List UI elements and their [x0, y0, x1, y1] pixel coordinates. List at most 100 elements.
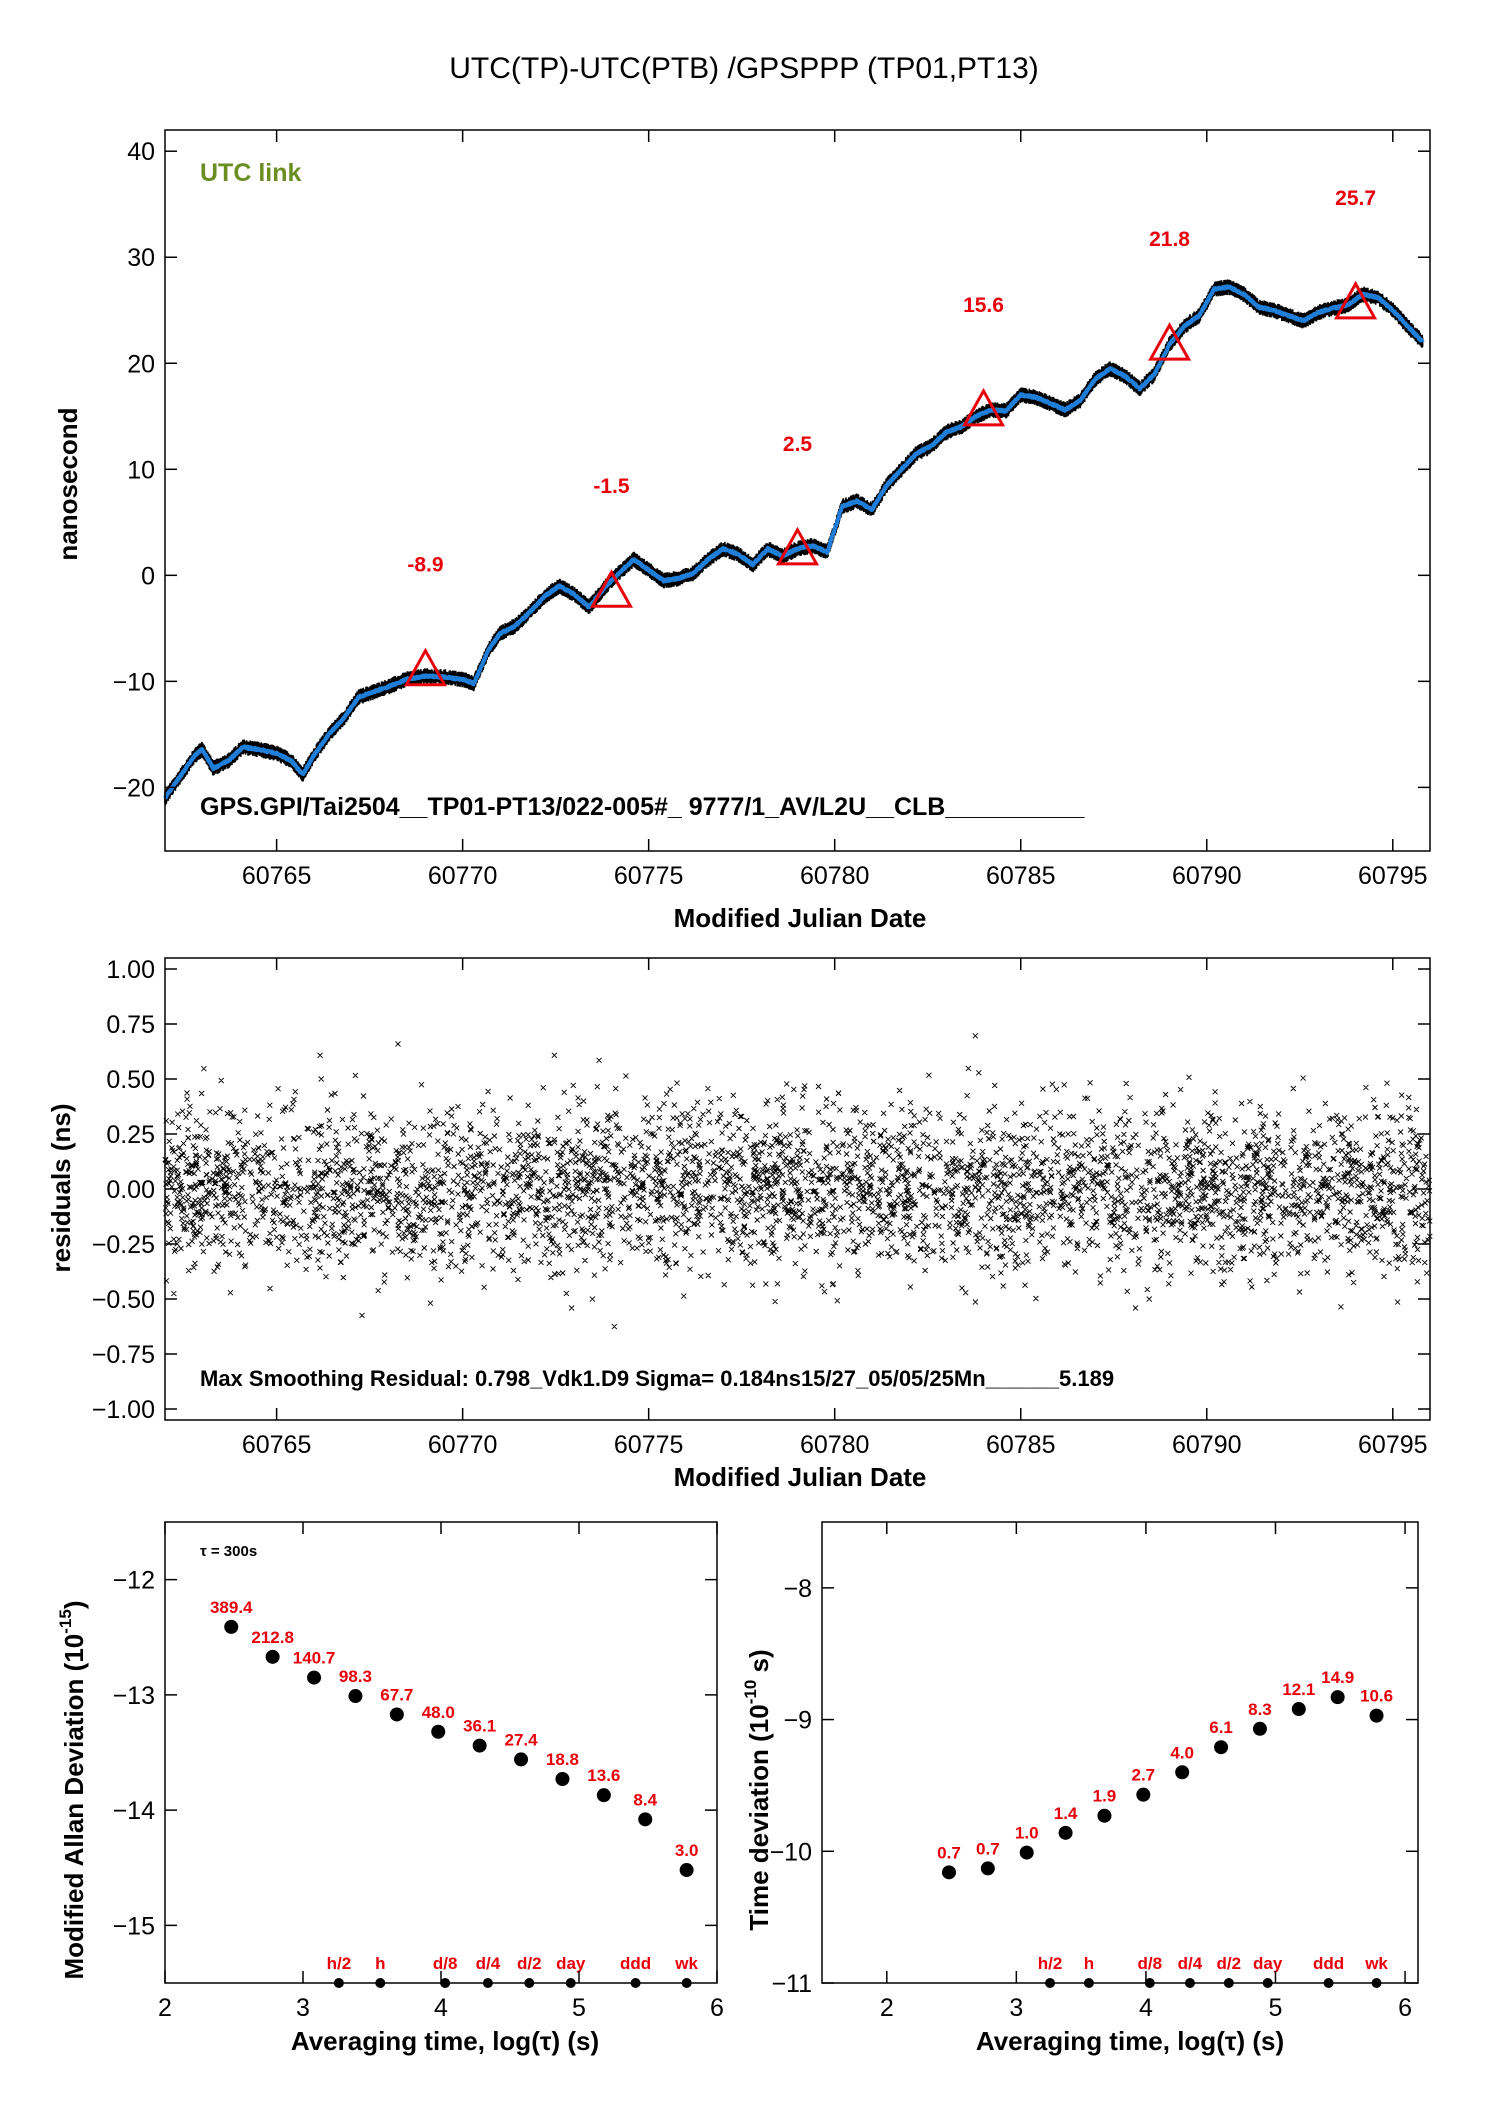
residuals-y-axis-label: residuals (ns) — [46, 1103, 76, 1272]
mid-ytick-label: 0.00 — [106, 1176, 155, 1204]
noise-band — [164, 279, 1424, 806]
top-plot-area — [163, 279, 1425, 806]
allan-x-axis-label: Averaging time, log(τ) (s) — [291, 2026, 599, 2056]
allan-point-label: 27.4 — [504, 1730, 538, 1749]
tdev-xtick-label: 5 — [1269, 1994, 1283, 2022]
allan-point-label: 98.3 — [339, 1667, 372, 1686]
top-xtick-label: 60780 — [800, 862, 870, 890]
mid-ytick-label: 1.00 — [106, 956, 155, 984]
allan-point-label: 8.4 — [633, 1790, 657, 1809]
tdev-point — [1019, 1845, 1034, 1860]
allan-point — [679, 1863, 694, 1878]
allan-point — [389, 1707, 404, 1722]
tdev-xtick-label: 6 — [1398, 1994, 1412, 2022]
tdev-point-label: 0.7 — [937, 1843, 961, 1862]
top-x-axis-label: Modified Julian Date — [674, 903, 927, 933]
mid-ytick-label: −1.00 — [92, 1396, 155, 1424]
tdev-point-label: 0.7 — [976, 1839, 1000, 1858]
tdev-point-label: 1.0 — [1015, 1824, 1039, 1843]
mid-xtick-label: 60780 — [800, 1431, 870, 1459]
tdev-interval-label: wk — [1364, 1954, 1388, 1973]
mid-ytick-label: 0.50 — [106, 1066, 155, 1094]
allan-xtick-label: 5 — [572, 1994, 586, 2022]
allan-point — [472, 1738, 487, 1753]
mid-xtick-label: 60765 — [242, 1431, 312, 1459]
triangle-marker — [961, 387, 1006, 427]
allan-point-label: 212.8 — [251, 1628, 294, 1647]
tdev-axes: 2 3 4 5 6 −8 −9 −10 −11 — [770, 1521, 1419, 2022]
top-ytick-label: 10 — [127, 456, 155, 484]
allan-point-label: 13.6 — [587, 1766, 620, 1785]
tdev-point-label: 6.1 — [1209, 1718, 1233, 1737]
tdev-xtick-label: 2 — [880, 1994, 894, 2022]
mid-ytick-label: −0.50 — [92, 1286, 155, 1314]
tdev-point — [941, 1865, 956, 1880]
marker-value-label: 21.8 — [1149, 228, 1190, 251]
allan-point-label: 36.1 — [463, 1717, 496, 1736]
top-axes: 60765 60770 60775 60780 60785 60790 60795 −20 −1… — [113, 129, 1431, 890]
tdev-point — [1330, 1690, 1345, 1705]
marker-value-label: 2.5 — [783, 433, 813, 456]
tdev-point — [1252, 1721, 1267, 1736]
allan-point-label: 389.4 — [210, 1598, 253, 1617]
residual-points — [162, 1032, 1433, 1330]
marker-value-label: -1.5 — [593, 475, 630, 498]
mid-ytick-label: 0.75 — [106, 1011, 155, 1039]
allan-interval-label: d/8 — [433, 1954, 458, 1973]
allan-xtick-label: 3 — [296, 1994, 310, 2022]
tdev-y-axis-label: Time deviation (10-10 s) — [741, 1649, 774, 1930]
residuals-panel: 60765 60770 60775 60780 60785 60790 60795 −1.00… — [46, 956, 1433, 1492]
triangle-marker — [1334, 280, 1378, 320]
mid-ytick-label: 0.25 — [106, 1121, 155, 1149]
allan-xtick-label: 2 — [158, 1994, 172, 2022]
allan-point — [555, 1772, 570, 1787]
mid-xtick-label: 60790 — [1172, 1431, 1242, 1459]
allan-y-axis-label: Modified Allan Deviation (10-15) — [56, 1601, 89, 1980]
top-ytick-label: −20 — [113, 774, 155, 802]
allan-interval-label: d/4 — [476, 1954, 501, 1973]
time-deviation-panel: 0.7 0.7 1.0 1.4 1.9 2.7 4.0 6.1 8.3 12.1 14.9 10.6 h… — [741, 1521, 1419, 2056]
tdev-point-label: 12.1 — [1282, 1680, 1315, 1699]
allan-axes: 2 3 4 5 6 −12 −13 −14 −15 — [113, 1521, 724, 2022]
mid-xtick-label: 60775 — [614, 1431, 684, 1459]
tdev-point — [1214, 1740, 1229, 1755]
tdev-interval-label: d/4 — [1178, 1954, 1203, 1973]
tdev-interval-label: day — [1253, 1954, 1283, 1973]
tdev-interval-label: h/2 — [1038, 1954, 1063, 1973]
allan-point — [431, 1724, 446, 1739]
top-y-axis-label: nanosecond — [53, 407, 83, 560]
allan-point — [348, 1689, 363, 1704]
allan-point — [596, 1788, 611, 1803]
mid-xtick-label: 60770 — [428, 1431, 498, 1459]
top-ytick-label: 20 — [127, 350, 155, 378]
tdev-plot-area: 0.7 0.7 1.0 1.4 1.9 2.7 4.0 6.1 8.3 12.1 14.9 10.6 h… — [937, 1668, 1393, 1988]
allan-frame — [164, 1521, 718, 1984]
tdev-frame — [821, 1521, 1419, 1984]
tdev-point — [1369, 1708, 1384, 1723]
smoothed-trace — [163, 284, 1425, 800]
tdev-y-axis-label-end: s) — [744, 1649, 774, 1679]
top-frame — [164, 129, 1431, 852]
allan-point — [638, 1812, 653, 1827]
utc-link-label: UTC link — [200, 159, 301, 187]
tdev-point-label: 2.7 — [1132, 1766, 1156, 1785]
mid-xtick-label: 60785 — [986, 1431, 1056, 1459]
allan-interval-label: ddd — [620, 1954, 651, 1973]
top-xtick-label: 60765 — [242, 862, 312, 890]
mid-ytick-label: −0.75 — [92, 1341, 155, 1369]
tdev-interval-label: d/2 — [1217, 1954, 1242, 1973]
figure-title: UTC(TP)-UTC(PTB) /GPSPPP (TP01,PT13) — [449, 52, 1039, 85]
allan-y-axis-label-main: Modified Allan Deviation (10 — [59, 1634, 89, 1980]
tdev-point-label: 1.4 — [1054, 1804, 1078, 1823]
allan-point — [307, 1670, 322, 1685]
tdev-ytick-label: −9 — [783, 1707, 812, 1735]
allan-interval-label: h/2 — [327, 1954, 352, 1973]
tdev-point — [1175, 1765, 1190, 1780]
marker-value-label: 25.7 — [1335, 187, 1376, 210]
top-xtick-label: 60775 — [614, 862, 684, 890]
tdev-point — [1058, 1825, 1073, 1840]
mid-xtick-label: 60795 — [1358, 1431, 1428, 1459]
tdev-point — [1097, 1808, 1112, 1823]
top-ytick-label: 40 — [127, 138, 155, 166]
